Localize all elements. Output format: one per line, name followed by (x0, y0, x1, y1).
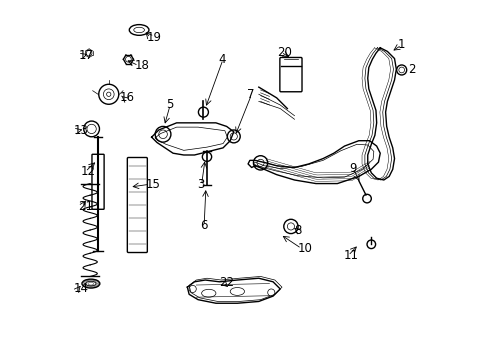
Text: 2: 2 (407, 63, 415, 76)
Text: 7: 7 (247, 88, 254, 101)
Text: 21: 21 (78, 200, 93, 213)
Text: 20: 20 (276, 46, 291, 59)
Text: 17: 17 (78, 49, 93, 62)
Text: 10: 10 (297, 242, 312, 255)
Text: 9: 9 (348, 162, 356, 175)
Text: 4: 4 (218, 53, 226, 66)
Text: 8: 8 (293, 224, 301, 237)
Text: 12: 12 (81, 165, 96, 178)
Text: 14: 14 (74, 283, 88, 296)
Text: 18: 18 (134, 59, 149, 72)
Text: 16: 16 (119, 91, 134, 104)
Text: 13: 13 (74, 124, 88, 137)
Text: 6: 6 (200, 219, 207, 232)
Text: 15: 15 (145, 178, 160, 191)
Text: 1: 1 (397, 39, 404, 51)
Text: 3: 3 (197, 178, 204, 191)
Text: 5: 5 (165, 99, 173, 112)
Text: 22: 22 (218, 276, 233, 289)
Text: 11: 11 (343, 249, 358, 262)
Text: 19: 19 (146, 31, 161, 44)
